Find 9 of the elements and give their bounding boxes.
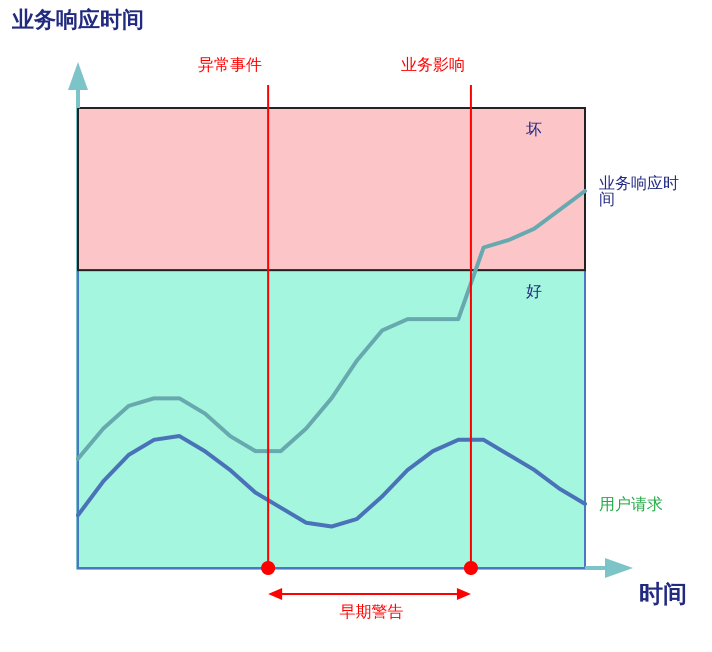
text: 早期警告: [340, 602, 404, 621]
text: 业务响应时间: [12, 8, 145, 34]
band-label: 好: [526, 282, 542, 301]
series-label: 业务响应时间: [599, 173, 679, 208]
band-label: 坏: [525, 120, 542, 138]
text: 业务影响: [400, 55, 465, 74]
series-label: 用户请求: [599, 494, 663, 514]
x-axis-title: 时间: [639, 580, 687, 608]
text: 异常事件: [198, 55, 262, 74]
